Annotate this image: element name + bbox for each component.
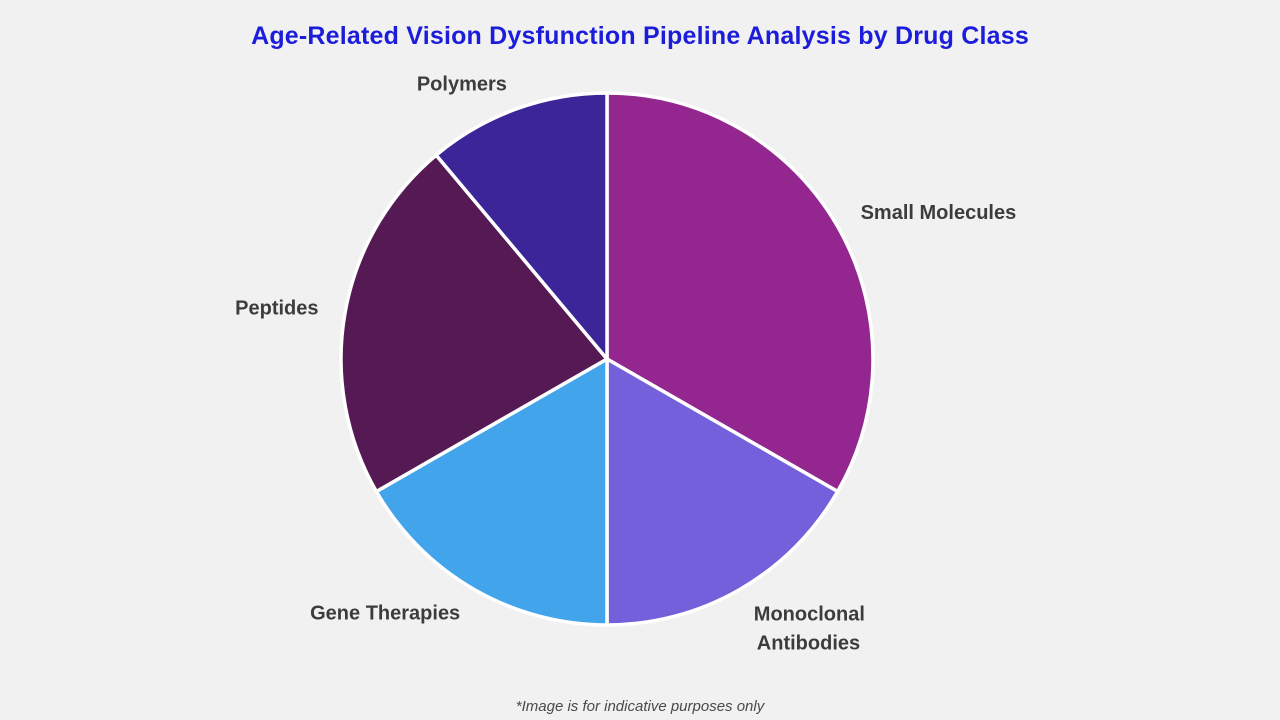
slice-label-small-molecules: Small Molecules <box>861 202 1017 224</box>
slice-label-monoclonal-antibodies: Monoclonal Antibodies <box>754 604 865 655</box>
chart-title: Age-Related Vision Dysfunction Pipeline … <box>251 22 1029 50</box>
pie-slice-gene-therapies <box>374 357 609 627</box>
pie-slice-peptides <box>339 153 609 494</box>
pie-slice-monoclonal-antibodies <box>605 357 840 627</box>
slice-label-gene-therapies: Gene Therapies <box>310 603 460 625</box>
pie-slice-polymers <box>434 91 609 361</box>
footer-note: *Image is for indicative purposes only <box>515 698 765 715</box>
slice-label-polymers: Polymers <box>417 74 507 96</box>
pie-slice-small-molecules <box>605 91 875 494</box>
slice-label-peptides: Peptides <box>235 298 318 320</box>
